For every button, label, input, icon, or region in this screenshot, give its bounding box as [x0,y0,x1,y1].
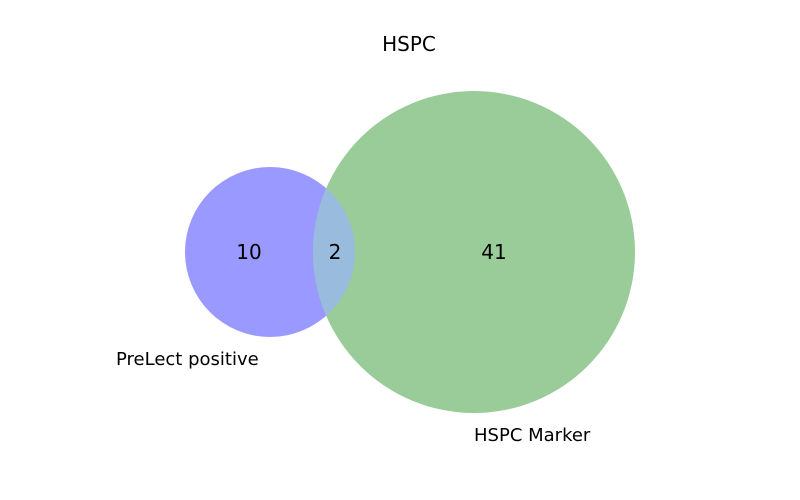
set-label-hspc-marker: HSPC Marker [474,425,591,446]
diagram-title: HSPC [382,32,436,56]
set-circle-hspc-marker [313,91,635,413]
set-label-prelect-positive: PreLect positive [116,349,259,370]
count-intersection: 2 [329,240,342,264]
set-circle-prelect-positive [185,167,355,337]
count-only-hspc-marker: 41 [481,240,506,264]
count-only-prelect-positive: 10 [236,240,261,264]
